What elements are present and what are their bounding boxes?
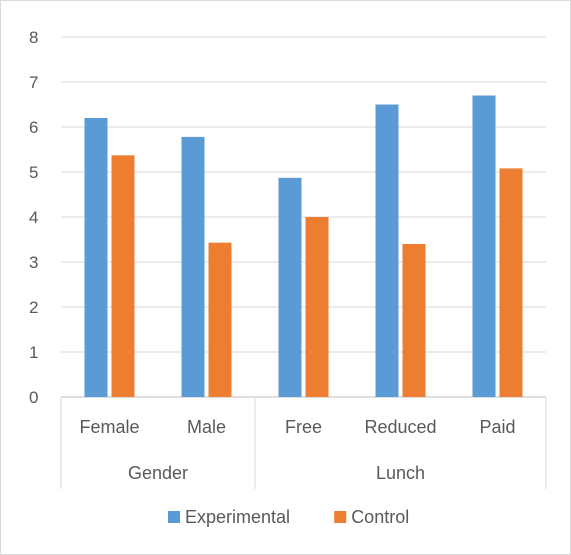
y-tick-label: 3 [29,253,38,272]
x-category-label: Free [285,417,322,437]
bar-control-male [208,242,232,397]
legend-swatch-experimental [168,511,180,523]
y-tick-label: 7 [29,73,38,92]
y-tick-label: 8 [29,28,38,47]
y-tick-label: 6 [29,118,38,137]
bar-experimental-free [278,177,302,397]
x-category-label: Male [187,417,226,437]
gridlines [61,36,546,398]
x-group-label: Lunch [376,463,425,483]
bar-experimental-paid [472,95,496,397]
bar-control-paid [499,168,523,397]
bars [84,95,523,397]
x-category-label: Female [79,417,139,437]
bar-experimental-reduced [375,104,399,397]
y-axis-tick-labels: 0 1 2 3 4 5 6 7 8 [29,28,38,407]
x-group-label: Gender [128,463,188,483]
bar-experimental-male [181,136,205,397]
legend-swatch-control [334,511,347,523]
y-tick-label: 2 [29,298,38,317]
legend: Experimental Control [168,507,409,527]
x-axis: Female Male Free Reduced Paid Gender Lunch [60,397,547,489]
legend-label: Control [351,507,409,527]
bar-control-female [111,155,135,397]
bar-experimental-female [84,118,108,397]
bar-control-reduced [402,244,426,397]
y-tick-label: 5 [29,163,38,182]
legend-label: Experimental [185,507,290,527]
y-tick-label: 1 [29,343,38,362]
y-tick-label: 4 [29,208,38,227]
x-category-label: Reduced [364,417,436,437]
bar-control-free [305,217,329,397]
y-tick-label: 0 [29,388,38,407]
x-category-label: Paid [479,417,515,437]
